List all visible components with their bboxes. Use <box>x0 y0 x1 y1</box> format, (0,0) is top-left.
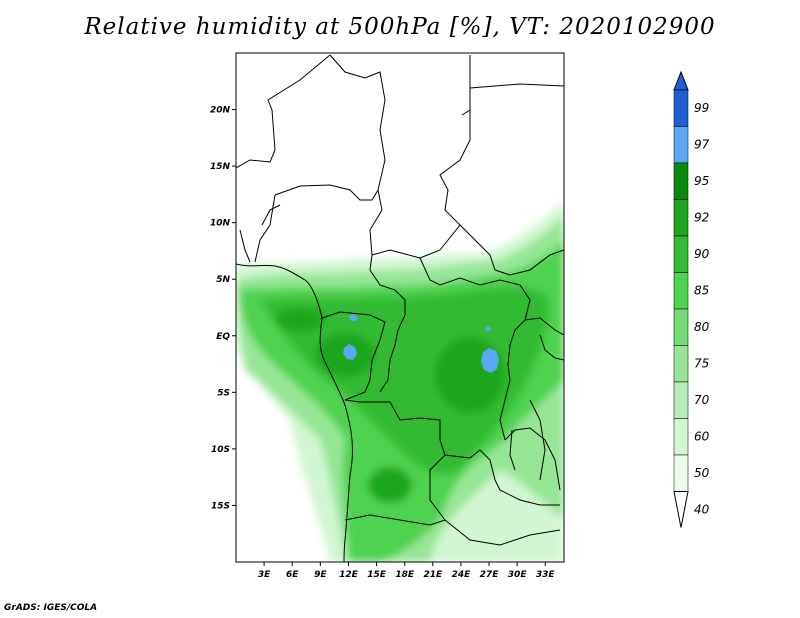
colorbar-label: 70 <box>694 393 710 407</box>
lon-axis: 3E 6E 9E 12E 15E 18E 21E 24E 27E 30E 33E <box>258 562 556 580</box>
colorbar-label: 99 <box>694 101 709 115</box>
colorbar-segment <box>673 235 689 273</box>
colorbar-segment <box>673 454 689 492</box>
colorbar-label: 97 <box>694 138 710 152</box>
colorbar-segment <box>673 199 689 237</box>
colorbar-label: 60 <box>694 430 710 444</box>
lon-tick-label: 24E <box>452 570 472 580</box>
country-borders <box>236 54 564 562</box>
colorbar-label: 40 <box>694 503 710 517</box>
lat-tick-label: 5S <box>217 388 230 398</box>
colorbar-segment <box>673 89 689 127</box>
lon-tick-label: 6E <box>286 570 299 580</box>
lon-tick-label: 30E <box>508 570 528 580</box>
colorbar-label: 80 <box>694 320 710 334</box>
lat-tick-label: 15N <box>210 162 231 172</box>
lat-axis: 20N 15N 10N 5N EQ 5S 10S 15S <box>210 106 236 511</box>
lat-tick-label: 5N <box>216 275 230 285</box>
colorbar-bottom-arrow <box>673 491 689 528</box>
humidity-field <box>236 200 564 562</box>
colorbar-label: 95 <box>694 174 709 188</box>
lat-tick-label: 20N <box>210 106 231 116</box>
lon-tick-label: 27E <box>480 570 500 580</box>
lat-tick-label: 15S <box>211 501 230 511</box>
lon-tick-label: 9E <box>314 570 327 580</box>
chart-title: Relative humidity at 500hPa [%], VT: 202… <box>84 14 716 40</box>
colorbar-label: 90 <box>694 247 710 261</box>
colorbar-segment <box>673 162 689 200</box>
lon-tick-label: 18E <box>395 570 415 580</box>
lon-tick-label: 21E <box>423 570 443 580</box>
lon-tick-label: 3E <box>258 570 271 580</box>
colorbar-segment <box>673 126 689 164</box>
lat-tick-label: EQ <box>216 332 230 342</box>
colorbar-label: 85 <box>694 284 709 298</box>
lon-tick-label: 33E <box>536 570 556 580</box>
lat-tick-label: 10S <box>211 445 230 455</box>
colorbar-segment <box>673 308 689 346</box>
colorbar-segment <box>673 418 689 456</box>
colorbar-segment <box>673 272 689 310</box>
lon-tick-label: 15E <box>367 570 387 580</box>
grads-credit: GrADS: IGES/COLA <box>4 603 98 613</box>
colorbar-segment <box>673 345 689 383</box>
colorbar-top-arrow <box>673 70 689 91</box>
colorbar-segment <box>673 381 689 419</box>
lat-tick-label: 10N <box>210 219 231 229</box>
lon-tick-label: 12E <box>339 570 359 580</box>
colorbar-label: 92 <box>694 211 709 225</box>
colorbar-label: 75 <box>694 357 709 371</box>
colorbar-label: 50 <box>694 466 710 480</box>
map-frame <box>235 52 565 563</box>
